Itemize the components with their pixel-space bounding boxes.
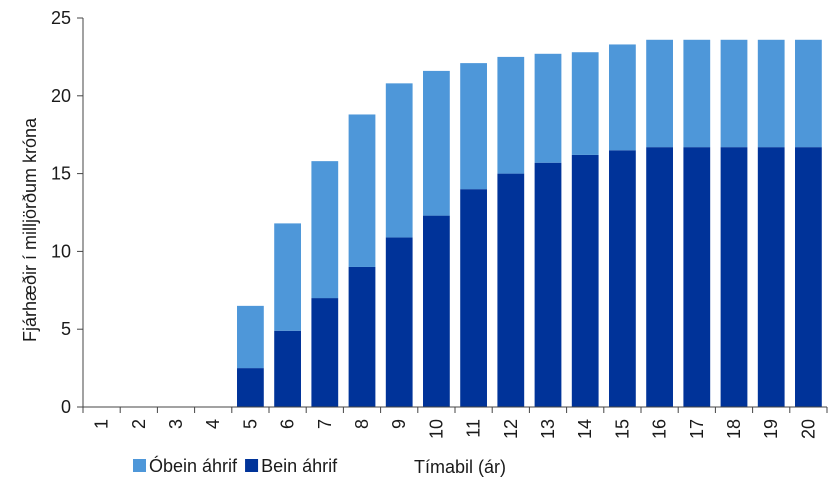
bar-direct-17 [683,147,711,407]
bar-indirect-9 [385,83,413,238]
x-tick-label-6: 6 [278,419,298,429]
bar-direct-6 [274,330,301,407]
x-tick-label-4: 4 [203,419,223,429]
bar-direct-16 [646,147,673,407]
x-axis-title: Tímabil (ár) [414,457,506,477]
bar-direct-8 [348,266,376,407]
bar-indirect-20 [795,39,822,148]
x-tick-label-18: 18 [724,419,744,439]
bar-indirect-13 [534,53,562,163]
x-tick-label-12: 12 [501,419,521,439]
x-ticks: 1 2 3 4 5 6 7 8 9 10 11 12 13 14 15 16 17 18 19 20 [82,407,828,439]
y-tick-label-10: 10 [51,241,71,261]
bar-direct-19 [757,147,785,407]
bar-indirect-18 [720,39,748,148]
x-tick-label-7: 7 [315,419,335,429]
x-tick-label-5: 5 [240,419,260,429]
y-axis-title: Fjárhæðir í milljörðum króna [20,117,40,342]
bar-direct-15 [609,150,636,407]
x-tick-label-1: 1 [92,419,112,429]
bar-indirect-14 [571,52,599,155]
x-tick-label-16: 16 [650,419,670,439]
x-tick-label-10: 10 [426,419,446,439]
x-tick-label-11: 11 [464,419,484,438]
bar-direct-7 [311,298,339,407]
y-tick-label-25: 25 [51,8,71,28]
y-tick-label-15: 15 [51,164,71,184]
y-tick-label-5: 5 [61,319,71,339]
bar-direct-11 [460,189,487,407]
x-tick-label-19: 19 [761,419,781,439]
bar-indirect-6 [274,223,301,331]
bar-direct-9 [385,237,413,407]
bar-indirect-15 [609,44,636,151]
x-tick-label-15: 15 [612,419,632,439]
bar-indirect-10 [423,70,450,216]
bar-indirect-12 [497,56,525,174]
legend-swatch-indirect [133,459,146,472]
bar-direct-20 [795,147,822,407]
bar-indirect-11 [460,63,487,190]
x-tick-label-3: 3 [166,419,186,429]
axes-layer [82,18,827,408]
bar-direct-5 [237,368,264,407]
bar-direct-12 [497,173,525,407]
y-tick-label-0: 0 [61,397,71,417]
x-tick-label-13: 13 [538,419,558,439]
bar-indirect-17 [683,39,711,148]
bar-direct-14 [571,154,599,407]
x-tick-label-8: 8 [352,419,372,429]
x-tick-label-20: 20 [798,419,818,439]
x-tick-label-9: 9 [389,419,409,429]
y-tick-label-20: 20 [51,86,71,106]
x-tick-label-2: 2 [129,419,149,429]
bar-indirect-7 [311,161,339,299]
bar-direct-18 [720,147,748,407]
x-tick-label-14: 14 [575,419,595,439]
bar-indirect-5 [237,305,264,369]
bar-direct-13 [534,162,562,407]
bar-indirect-8 [348,114,376,267]
bar-direct-10 [423,215,450,407]
legend-label-indirect: Óbein áhrif [149,455,238,476]
bar-indirect-19 [757,39,785,148]
legend-label-direct: Bein áhrif [261,456,338,476]
bar-indirect-16 [646,39,673,148]
bars-layer [237,39,822,407]
legend: Óbein áhrif Bein áhrif [133,455,338,476]
legend-swatch-direct [245,459,259,472]
x-tick-label-17: 17 [687,419,707,439]
y-ticks: 0 5 10 15 20 25 [51,8,83,417]
